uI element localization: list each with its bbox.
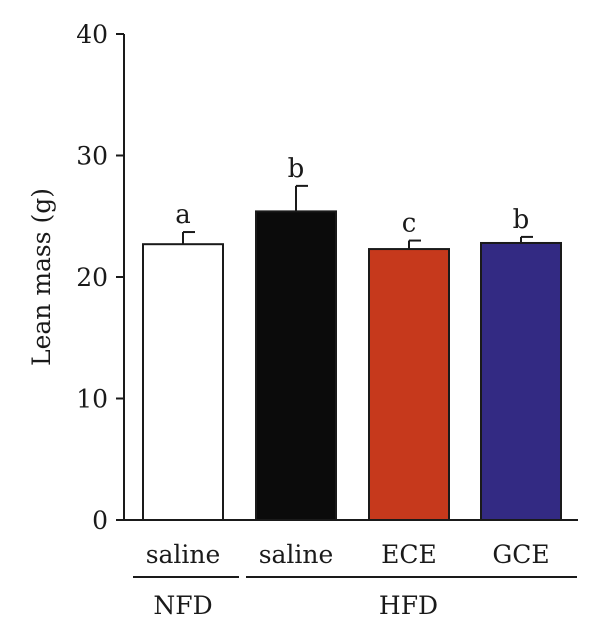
x-axis: saline saline ECE GCE NFD HFD <box>124 519 578 620</box>
significance-label-1: b <box>288 154 305 184</box>
x-category-label-2: ECE <box>381 540 437 569</box>
bar-0 <box>142 243 224 521</box>
bar-3 <box>480 241 562 521</box>
significance-label-0: a <box>175 200 191 230</box>
y-tick-label-0: 0 <box>92 506 108 535</box>
x-category-label-1: saline <box>259 540 334 569</box>
group-label-1: HFD <box>379 591 438 620</box>
x-category-label-3: GCE <box>492 540 549 569</box>
group-label-0: NFD <box>153 591 212 620</box>
y-axis: 0 10 20 30 40 <box>76 20 125 535</box>
x-category-label-0: saline <box>146 540 221 569</box>
y-tick-label-3: 30 <box>76 142 108 171</box>
y-axis-title: Lean mass (g) <box>27 188 56 366</box>
y-tick-label-1: 10 <box>76 385 108 414</box>
y-tick-label-4: 40 <box>76 20 108 49</box>
y-tick-label-2: 20 <box>76 263 108 292</box>
bar-1 <box>255 210 337 521</box>
significance-label-2: c <box>402 209 417 239</box>
significance-label-3: b <box>513 205 530 235</box>
bar-2 <box>368 248 450 521</box>
bars: a b c b <box>142 154 562 521</box>
